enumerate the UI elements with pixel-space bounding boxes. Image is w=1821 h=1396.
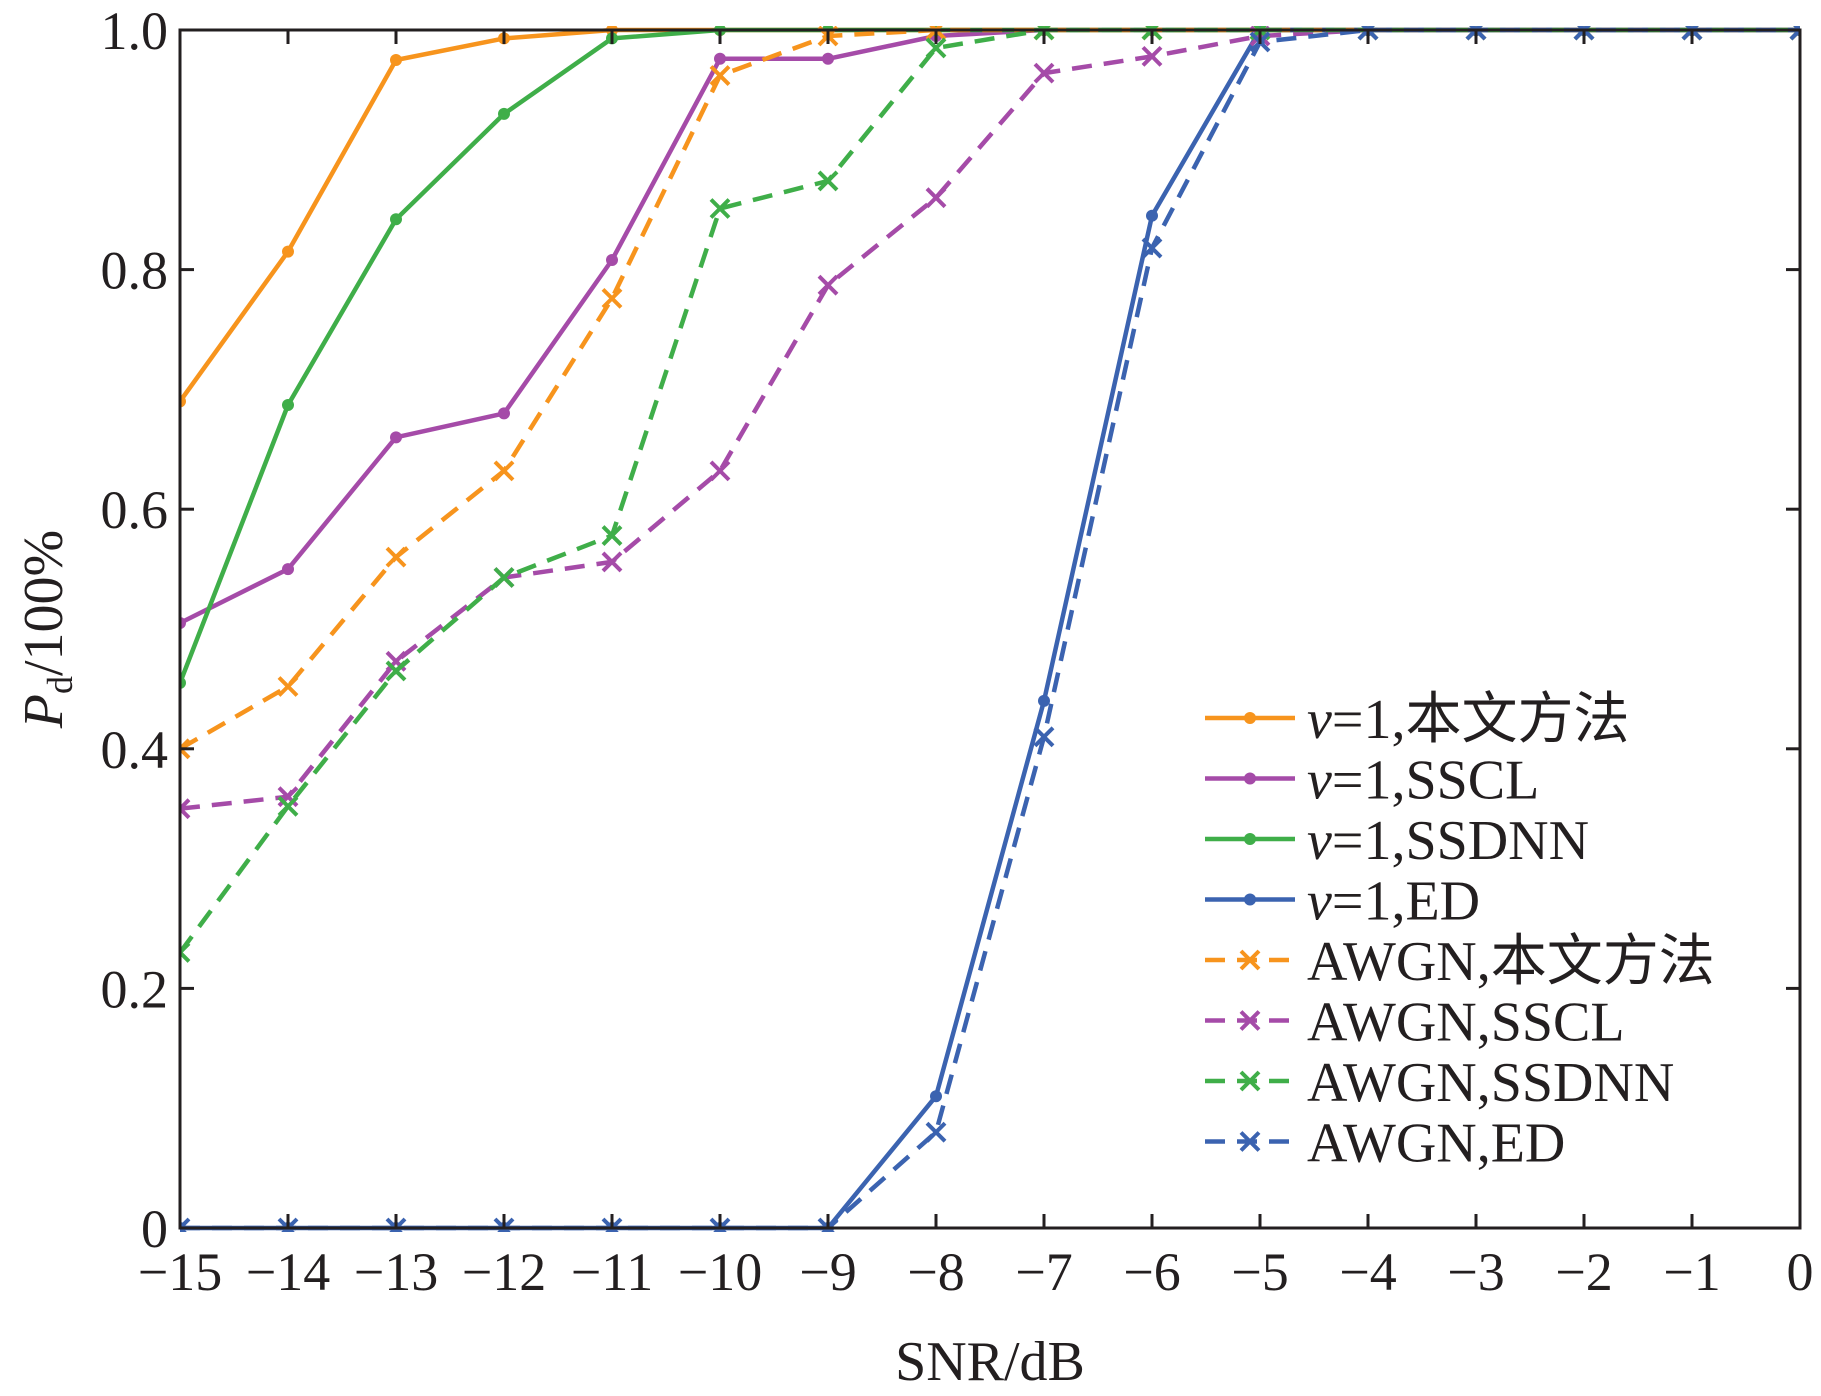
data-point — [385, 546, 407, 568]
legend-entry: AWGN,本文方法 — [1205, 931, 1715, 993]
series-3 — [180, 26, 1800, 689]
legend-label: AWGN,SSCL — [1307, 992, 1625, 1054]
legend-entry: AWGN,SSCL — [1205, 992, 1625, 1054]
data-point — [930, 1090, 942, 1103]
legend-label: v=1,本文方法 — [1307, 689, 1629, 751]
data-point — [282, 245, 294, 258]
x-tick-label: −12 — [462, 1242, 546, 1302]
data-point — [282, 563, 294, 576]
data-point — [277, 676, 299, 697]
data-point — [493, 567, 515, 588]
data-point — [817, 274, 839, 296]
legend-entry: v=1,ED — [1205, 871, 1480, 933]
plot-frame — [178, 28, 1802, 1230]
y-tick-label: 0.2 — [101, 959, 169, 1019]
data-point — [601, 525, 623, 546]
y-tick-label: 0.8 — [101, 241, 169, 301]
data-point — [180, 798, 191, 820]
legend-marker — [1239, 1070, 1261, 1092]
x-tick-label: −11 — [571, 1242, 653, 1302]
x-tick-label: −2 — [1555, 1242, 1612, 1302]
data-point — [925, 187, 947, 209]
data-point — [498, 107, 510, 120]
y-axis-label: Pd/100% — [13, 530, 80, 729]
legend-label: AWGN,ED — [1307, 1113, 1565, 1175]
data-point — [1141, 45, 1163, 67]
data-point — [1038, 694, 1050, 707]
legend-entry: AWGN,ED — [1205, 1113, 1565, 1175]
x-tick-label: −1 — [1663, 1242, 1720, 1302]
data-point — [817, 170, 839, 192]
legend-entry: v=1,本文方法 — [1205, 689, 1629, 751]
data-point — [709, 198, 731, 219]
data-point — [180, 738, 191, 760]
data-point — [709, 65, 731, 86]
data-point — [925, 37, 947, 59]
data-point — [1146, 209, 1158, 222]
x-tick-label: −6 — [1123, 1242, 1180, 1302]
axes-layer: −15 −14 −13 −12 −11 −10 −9 −8 −7 −6 −5 −4 −3 −2 −1 000.… — [13, 1, 1814, 1393]
data-point — [282, 398, 294, 411]
data-point — [709, 460, 731, 482]
data-point — [385, 660, 407, 682]
data-point — [925, 1121, 947, 1143]
data-point — [180, 942, 191, 963]
legend-entry: v=1,SSCL — [1205, 750, 1539, 812]
data-point — [180, 1217, 191, 1232]
data-point — [493, 460, 515, 482]
x-tick-label: −3 — [1447, 1242, 1504, 1302]
data-point — [1141, 237, 1163, 259]
legend-marker — [1244, 772, 1256, 785]
x-tick-label: −10 — [678, 1242, 762, 1302]
data-point — [1789, 26, 1800, 41]
x-tick-label: −4 — [1339, 1242, 1396, 1302]
data-point — [601, 551, 623, 573]
legend-entry: v=1,SSDNN — [1205, 810, 1589, 872]
legend-marker — [1244, 893, 1256, 906]
legend-label: v=1,ED — [1307, 871, 1480, 933]
legend-label: AWGN,本文方法 — [1307, 931, 1715, 993]
series-line — [180, 27, 1800, 403]
x-axis-label: SNR/dB — [895, 1331, 1085, 1393]
y-tick-label: 0.4 — [101, 720, 169, 780]
series-1 — [180, 26, 1800, 408]
legend-marker — [1244, 833, 1256, 845]
legend-label: AWGN,SSDNN — [1307, 1052, 1674, 1114]
data-point — [822, 52, 834, 65]
data-point — [390, 53, 402, 66]
x-tick-label: −14 — [246, 1242, 330, 1302]
data-point — [601, 287, 623, 309]
legend-marker — [1239, 949, 1261, 971]
data-point — [498, 407, 510, 420]
x-tick-label: 0 — [1787, 1242, 1814, 1302]
data-point — [277, 795, 299, 817]
x-tick-label: −5 — [1231, 1242, 1288, 1302]
legend: v=1,本文方法v=1,SSCLv=1,SSDNNv=1,EDAWGN,本文方法… — [1205, 689, 1715, 1175]
legend-label: v=1,SSDNN — [1307, 810, 1589, 872]
series-line — [180, 27, 1800, 684]
y-tick-label: 1.0 — [101, 1, 169, 61]
x-tick-label: −9 — [799, 1242, 856, 1302]
legend-marker — [1239, 1131, 1261, 1152]
data-point — [390, 431, 402, 444]
data-point — [714, 52, 726, 65]
legend-entry: AWGN,SSDNN — [1205, 1052, 1674, 1114]
y-tick-label: 0.6 — [101, 480, 169, 540]
data-point — [1033, 62, 1055, 84]
y-tick-label: 0 — [141, 1199, 168, 1259]
x-tick-label: −7 — [1015, 1242, 1072, 1302]
data-point — [390, 213, 402, 226]
legend-marker — [1244, 712, 1256, 724]
legend-label: v=1,SSCL — [1307, 750, 1539, 812]
x-tick-label: −8 — [907, 1242, 964, 1302]
x-tick-label: −15 — [138, 1242, 222, 1302]
x-tick-label: −13 — [354, 1242, 438, 1302]
data-point — [1033, 726, 1055, 748]
data-point — [606, 254, 618, 267]
legend-marker — [1239, 1010, 1261, 1031]
